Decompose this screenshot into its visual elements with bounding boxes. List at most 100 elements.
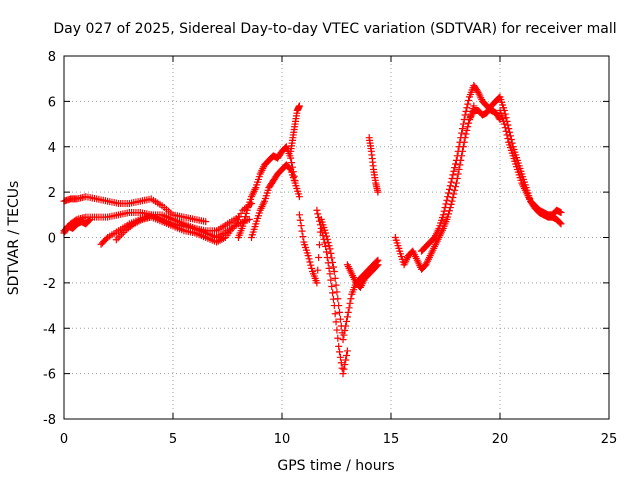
data-point-marker [332,318,340,326]
series-track-5 [60,215,94,237]
data-point-marker [339,370,347,378]
x-tick-label: 5 [169,432,177,447]
data-point-marker [447,178,455,186]
data-point-marker [452,179,460,187]
data-point-marker [343,351,351,359]
data-point-marker [439,211,447,219]
data-point-marker [340,331,348,339]
data-point-marker [315,214,323,222]
data-point-marker [323,253,331,261]
data-point-marker [458,129,466,137]
x-tick-label: 10 [274,432,291,447]
data-point-marker [440,207,448,215]
data-point-marker [318,228,326,236]
data-point-marker [324,259,332,267]
data-point-marker [322,248,330,256]
data-point-marker [327,249,335,257]
series-track-7 [247,161,303,241]
data-point-marker [336,348,344,356]
data-point-marker [288,159,296,167]
data-point-marker [241,213,249,221]
data-point-marker [452,160,460,168]
data-point-marker [445,210,453,218]
data-point-marker [297,222,305,230]
data-point-marker [504,135,512,143]
data-point-marker [326,245,334,253]
data-point-marker [454,170,462,178]
data-point-marker [455,165,463,173]
data-point-marker [442,200,450,208]
data-point-marker [464,123,472,131]
x-tick-label: 20 [492,432,509,447]
series-track-4 [112,199,255,246]
data-point-marker [235,213,243,221]
data-point-marker [308,264,316,272]
data-point-marker [464,100,472,108]
data-point-marker [453,152,461,160]
data-point-marker [456,138,464,146]
y-tick-label: 0 [48,232,56,247]
y-axis-label: SDTVAR / TECUs [6,181,22,296]
data-point-marker [304,252,312,260]
data-point-marker [334,334,342,342]
data-point-marker [465,119,473,127]
data-point-marker [463,126,471,134]
data-point-marker [239,222,247,230]
data-point-marker [343,313,351,321]
data-point-marker [331,274,339,282]
data-point-marker [327,276,335,284]
data-point-marker [557,220,565,228]
data-point-marker [502,127,510,135]
y-tick-label: 4 [48,141,56,156]
data-point-marker [322,243,330,251]
data-point-marker [112,236,120,244]
data-point-marker [325,264,333,272]
data-point-marker [441,204,449,212]
data-point-marker [452,156,460,164]
data-point-marker [445,189,453,197]
data-point-marker [452,183,460,191]
series-track-16 [496,106,565,228]
chart-title: Day 027 of 2025, Sidereal Day-to-day VTE… [53,21,616,37]
data-point-marker [343,347,351,355]
data-point-marker [242,209,250,217]
data-point-marker [333,288,341,296]
data-point-marker [450,167,458,175]
data-point-marker [306,258,314,266]
y-tick-label: -4 [43,322,56,337]
data-point-marker [456,161,464,169]
series-track-9 [295,211,382,344]
data-point-marker [341,327,349,335]
data-point-marker [315,241,323,249]
data-point-marker [202,218,210,226]
data-point-marker [454,147,462,155]
y-tick-label: -2 [43,277,56,292]
data-point-marker [85,216,93,224]
x-axis-label: GPS time / hours [277,458,394,474]
data-point-marker [319,232,327,240]
data-points [60,81,565,378]
data-point-marker [299,233,307,241]
data-point-marker [451,186,459,194]
data-point-marker [339,336,347,344]
data-point-marker [501,124,509,132]
data-point-marker [444,193,452,201]
data-point-marker [336,353,344,361]
data-point-marker [341,361,349,369]
data-point-marker [450,190,458,198]
data-point-marker [335,342,343,350]
data-point-marker [332,281,340,289]
data-point-marker [500,120,508,128]
data-point-marker [342,356,350,364]
data-point-marker [331,310,339,318]
data-point-marker [329,263,337,271]
y-tick-label: 8 [48,50,56,65]
data-point-marker [313,206,321,214]
data-point-marker [556,219,564,227]
data-point-marker [317,224,325,232]
data-point-marker [241,216,249,224]
data-point-marker [449,171,457,179]
data-point-marker [443,196,451,204]
series-track-13 [391,102,478,273]
